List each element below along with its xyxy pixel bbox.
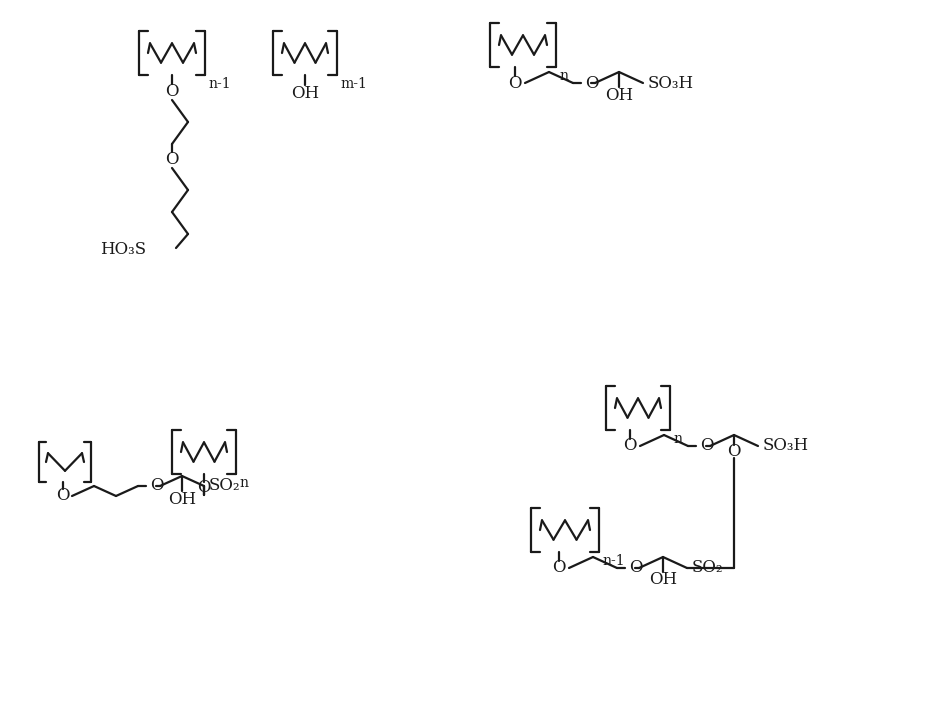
Text: SO₂: SO₂ — [692, 560, 723, 576]
Text: n: n — [673, 432, 682, 446]
Text: O: O — [727, 443, 741, 459]
Text: O: O — [629, 560, 643, 576]
Text: n: n — [559, 69, 568, 83]
Text: O: O — [585, 74, 598, 92]
Text: n-1: n-1 — [208, 77, 230, 91]
Text: O: O — [165, 82, 178, 100]
Text: SO₃H: SO₃H — [763, 438, 809, 455]
Text: OH: OH — [168, 490, 196, 508]
Text: n: n — [239, 476, 248, 490]
Text: O: O — [57, 487, 70, 505]
Text: OH: OH — [649, 572, 677, 588]
Text: m-1: m-1 — [340, 77, 367, 91]
Text: SO₂: SO₂ — [209, 477, 241, 495]
Text: HO₃S: HO₃S — [100, 241, 146, 258]
Text: O: O — [552, 560, 565, 576]
Text: O: O — [197, 479, 211, 497]
Text: O: O — [623, 438, 637, 455]
Text: SO₃H: SO₃H — [648, 74, 694, 92]
Text: O: O — [165, 150, 178, 168]
Text: n-1: n-1 — [602, 554, 625, 568]
Text: O: O — [700, 438, 714, 455]
Text: OH: OH — [291, 84, 319, 102]
Text: OH: OH — [605, 87, 633, 103]
Text: O: O — [150, 477, 163, 495]
Text: O: O — [508, 74, 522, 92]
